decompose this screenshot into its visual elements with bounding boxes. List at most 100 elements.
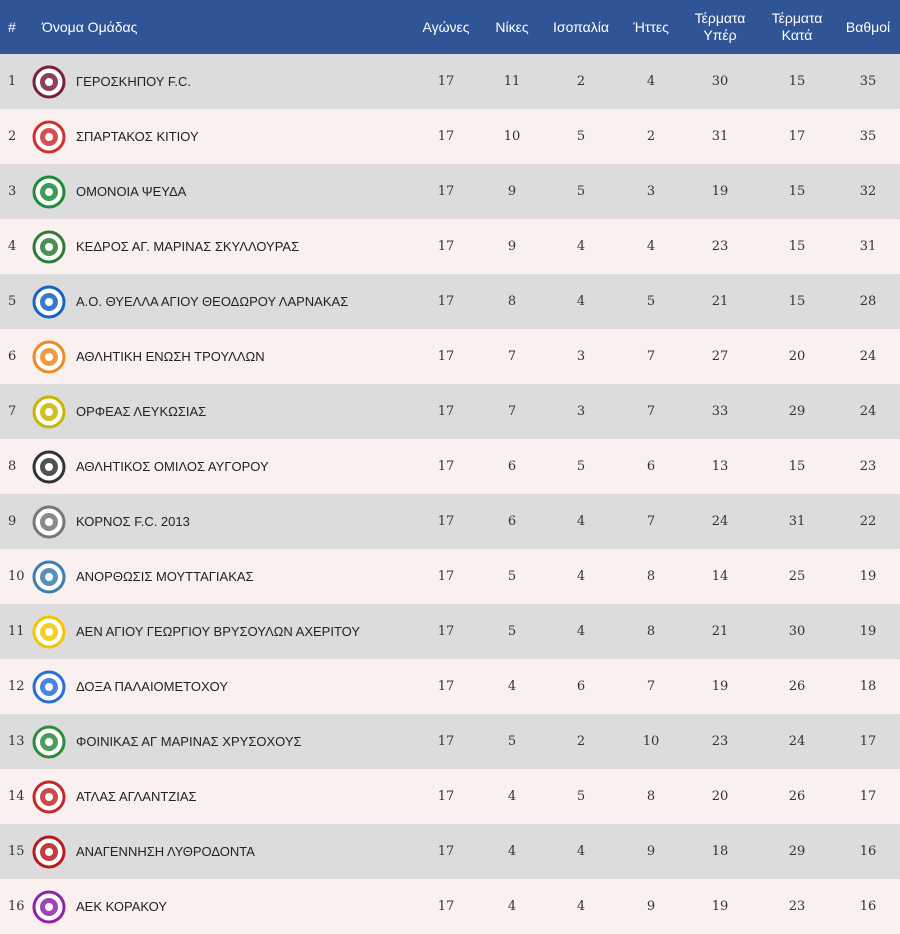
- spartakos-crest-icon: [32, 120, 66, 154]
- points-cell: 16: [859, 899, 877, 914]
- points-cell: 24: [859, 404, 877, 419]
- played-cell: 17: [437, 624, 455, 639]
- team-cell[interactable]: ΑΘΛΗΤΙΚΗ ΕΝΩΣΗ ΤΡΟΥΛΛΩΝ: [32, 329, 410, 384]
- team-name[interactable]: ΚΕΔΡΟΣ ΑΓ. ΜΑΡΙΝΑΣ ΣΚΥΛΛΟΥΡΑΣ: [76, 239, 300, 254]
- team-name[interactable]: ΑΕΝ ΑΓΙΟΥ ΓΕΩΡΓΙΟΥ ΒΡΥΣΟΥΛΩΝ ΑΧΕΡΙΤΟΥ: [76, 624, 361, 639]
- team-cell[interactable]: ΓΕΡΟΣΚΗΠΟΥ F.C.: [32, 54, 410, 109]
- draws-cell: 2: [576, 74, 586, 89]
- team-cell[interactable]: ΣΠΑΡΤΑΚΟΣ ΚΙΤΙΟΥ: [32, 109, 410, 164]
- table-row: 5 Α.Ο. ΘΥΕΛΛΑ ΑΓΙΟΥ ΘΕΟΔΩΡΟΥ ΛΑΡΝΑΚΑΣ 17…: [0, 274, 900, 329]
- team-cell[interactable]: ΑΝΟΡΘΩΣΙΣ ΜΟΥΤΤΑΓΙΑΚΑΣ: [32, 549, 410, 604]
- team-name[interactable]: ΑΘΛΗΤΙΚΗ ΕΝΩΣΗ ΤΡΟΥΛΛΩΝ: [76, 349, 265, 364]
- team-name[interactable]: ΑΕΚ ΚΟΡΑΚΟΥ: [76, 899, 168, 914]
- played-cell: 17: [437, 404, 455, 419]
- team-cell[interactable]: ΑΕΚ ΚΟΡΑΚΟΥ: [32, 879, 410, 934]
- doxa-crest-icon: [32, 670, 66, 704]
- draws-cell: 6: [576, 679, 586, 694]
- thyella-crest-icon: [32, 285, 66, 319]
- goals-against-cell: 29: [788, 844, 806, 859]
- goals-against-cell: 26: [788, 679, 806, 694]
- draws-cell: 5: [576, 789, 586, 804]
- table-row: 9 ΚΟΡΝΟΣ F.C. 2013 17 6 4 7 24 31 22: [0, 494, 900, 549]
- goals-against-cell: 15: [788, 459, 806, 474]
- goals-against-cell: 31: [788, 514, 806, 529]
- table-row: 16 ΑΕΚ ΚΟΡΑΚΟΥ 17 4 4 9 19 23 16: [0, 879, 900, 934]
- team-name[interactable]: ΑΝΑΓΕΝΝΗΣΗ ΛΥΘΡΟΔΟΝΤΑ: [76, 844, 255, 859]
- goals-for-cell: 24: [711, 514, 729, 529]
- col-losses-header: Ήττες: [633, 18, 669, 35]
- team-name[interactable]: ΟΜΟΝΟΙΑ ΨΕΥΔΑ: [76, 184, 187, 199]
- losses-cell: 8: [646, 624, 656, 639]
- orfeas-crest-icon: [32, 395, 66, 429]
- played-cell: 17: [437, 679, 455, 694]
- points-cell: 19: [859, 569, 877, 584]
- position-cell: 7: [8, 404, 17, 419]
- losses-cell: 7: [646, 349, 656, 364]
- team-cell[interactable]: ΟΡΦΕΑΣ ΛΕΥΚΩΣΙΑΣ: [32, 384, 410, 439]
- draws-cell: 3: [576, 349, 586, 364]
- points-cell: 28: [859, 294, 877, 309]
- team-cell[interactable]: ΑΕΝ ΑΓΙΟΥ ΓΕΩΡΓΙΟΥ ΒΡΥΣΟΥΛΩΝ ΑΧΕΡΙΤΟΥ: [32, 604, 410, 659]
- draws-cell: 4: [576, 624, 586, 639]
- team-cell[interactable]: ΚΕΔΡΟΣ ΑΓ. ΜΑΡΙΝΑΣ ΣΚΥΛΛΟΥΡΑΣ: [32, 219, 410, 274]
- points-cell: 17: [859, 734, 877, 749]
- losses-cell: 7: [646, 514, 656, 529]
- col-played-header: Αγώνες: [422, 18, 470, 35]
- team-cell[interactable]: ΔΟΞΑ ΠΑΛΑΙΟΜΕΤΟΧΟΥ: [32, 659, 410, 714]
- points-cell: 35: [859, 129, 877, 144]
- team-name[interactable]: ΚΟΡΝΟΣ F.C. 2013: [76, 514, 190, 529]
- position-cell: 8: [8, 459, 17, 474]
- team-name[interactable]: ΣΠΑΡΤΑΚΟΣ ΚΙΤΙΟΥ: [76, 129, 199, 144]
- team-name[interactable]: Α.Ο. ΘΥΕΛΛΑ ΑΓΙΟΥ ΘΕΟΔΩΡΟΥ ΛΑΡΝΑΚΑΣ: [76, 294, 349, 309]
- team-name[interactable]: ΑΝΟΡΘΩΣΙΣ ΜΟΥΤΤΑΓΙΑΚΑΣ: [76, 569, 254, 584]
- kedros-cedar-icon: [32, 230, 66, 264]
- team-name[interactable]: ΟΡΦΕΑΣ ΛΕΥΚΩΣΙΑΣ: [76, 404, 207, 419]
- col-goals-against-header: Τέρματα Κατά: [758, 0, 836, 54]
- points-cell: 17: [859, 789, 877, 804]
- position-cell: 9: [8, 514, 17, 529]
- aen-crest-icon: [32, 615, 66, 649]
- played-cell: 17: [437, 129, 455, 144]
- kornos-crest-icon: [32, 505, 66, 539]
- team-cell[interactable]: ΑΤΛΑΣ ΑΓΛΑΝΤΖΙΑΣ: [32, 769, 410, 824]
- goals-against-line2: Κατά: [781, 27, 813, 43]
- table-row: 13 ΦΟΙΝΙΚΑΣ ΑΓ ΜΑΡΙΝΑΣ ΧΡΥΣΟΧΟΥΣ 17 5 2 …: [0, 714, 900, 769]
- goals-against-cell: 30: [788, 624, 806, 639]
- losses-cell: 7: [646, 404, 656, 419]
- goals-for-cell: 20: [711, 789, 729, 804]
- team-name[interactable]: ΓΕΡΟΣΚΗΠΟΥ F.C.: [76, 74, 191, 89]
- goals-for-cell: 27: [711, 349, 729, 364]
- team-cell[interactable]: ΑΘΛΗΤΙΚΟΣ ΟΜΙΛΟΣ ΑΥΓΟΡΟΥ: [32, 439, 410, 494]
- goals-for-line1: Τέρματα: [694, 10, 746, 26]
- goals-for-cell: 19: [711, 899, 729, 914]
- team-cell[interactable]: Α.Ο. ΘΥΕΛΛΑ ΑΓΙΟΥ ΘΕΟΔΩΡΟΥ ΛΑΡΝΑΚΑΣ: [32, 274, 410, 329]
- atlas-crest-icon: [32, 780, 66, 814]
- points-cell: 32: [859, 184, 877, 199]
- team-cell[interactable]: ΚΟΡΝΟΣ F.C. 2013: [32, 494, 410, 549]
- anagennisi-crest-icon: [32, 835, 66, 869]
- team-name[interactable]: ΦΟΙΝΙΚΑΣ ΑΓ ΜΑΡΙΝΑΣ ΧΡΥΣΟΧΟΥΣ: [76, 734, 302, 749]
- position-cell: 1: [8, 74, 17, 89]
- position-cell: 15: [8, 844, 25, 859]
- draws-cell: 4: [576, 844, 586, 859]
- wins-cell: 7: [507, 349, 517, 364]
- team-cell[interactable]: ΑΝΑΓΕΝΝΗΣΗ ΛΥΘΡΟΔΟΝΤΑ: [32, 824, 410, 879]
- points-cell: 18: [859, 679, 877, 694]
- team-name[interactable]: ΔΟΞΑ ΠΑΛΑΙΟΜΕΤΟΧΟΥ: [76, 679, 229, 694]
- goals-against-cell: 26: [788, 789, 806, 804]
- wins-cell: 4: [507, 899, 517, 914]
- draws-cell: 2: [576, 734, 586, 749]
- team-name[interactable]: ΑΤΛΑΣ ΑΓΛΑΝΤΖΙΑΣ: [76, 789, 197, 804]
- table-row: 3 ΟΜΟΝΟΙΑ ΨΕΥΔΑ 17 9 5 3 19 15 32: [0, 164, 900, 219]
- team-cell[interactable]: ΟΜΟΝΟΙΑ ΨΕΥΔΑ: [32, 164, 410, 219]
- table-row: 1 ΓΕΡΟΣΚΗΠΟΥ F.C. 17 11 2 4 30 15 35: [0, 54, 900, 109]
- played-cell: 17: [437, 899, 455, 914]
- points-cell: 35: [859, 74, 877, 89]
- goals-for-cell: 14: [711, 569, 729, 584]
- position-cell: 3: [8, 184, 17, 199]
- position-cell: 4: [8, 239, 17, 254]
- wins-cell: 10: [503, 129, 521, 144]
- team-cell[interactable]: ΦΟΙΝΙΚΑΣ ΑΓ ΜΑΡΙΝΑΣ ΧΡΥΣΟΧΟΥΣ: [32, 714, 410, 769]
- team-name[interactable]: ΑΘΛΗΤΙΚΟΣ ΟΜΙΛΟΣ ΑΥΓΟΡΟΥ: [76, 459, 269, 474]
